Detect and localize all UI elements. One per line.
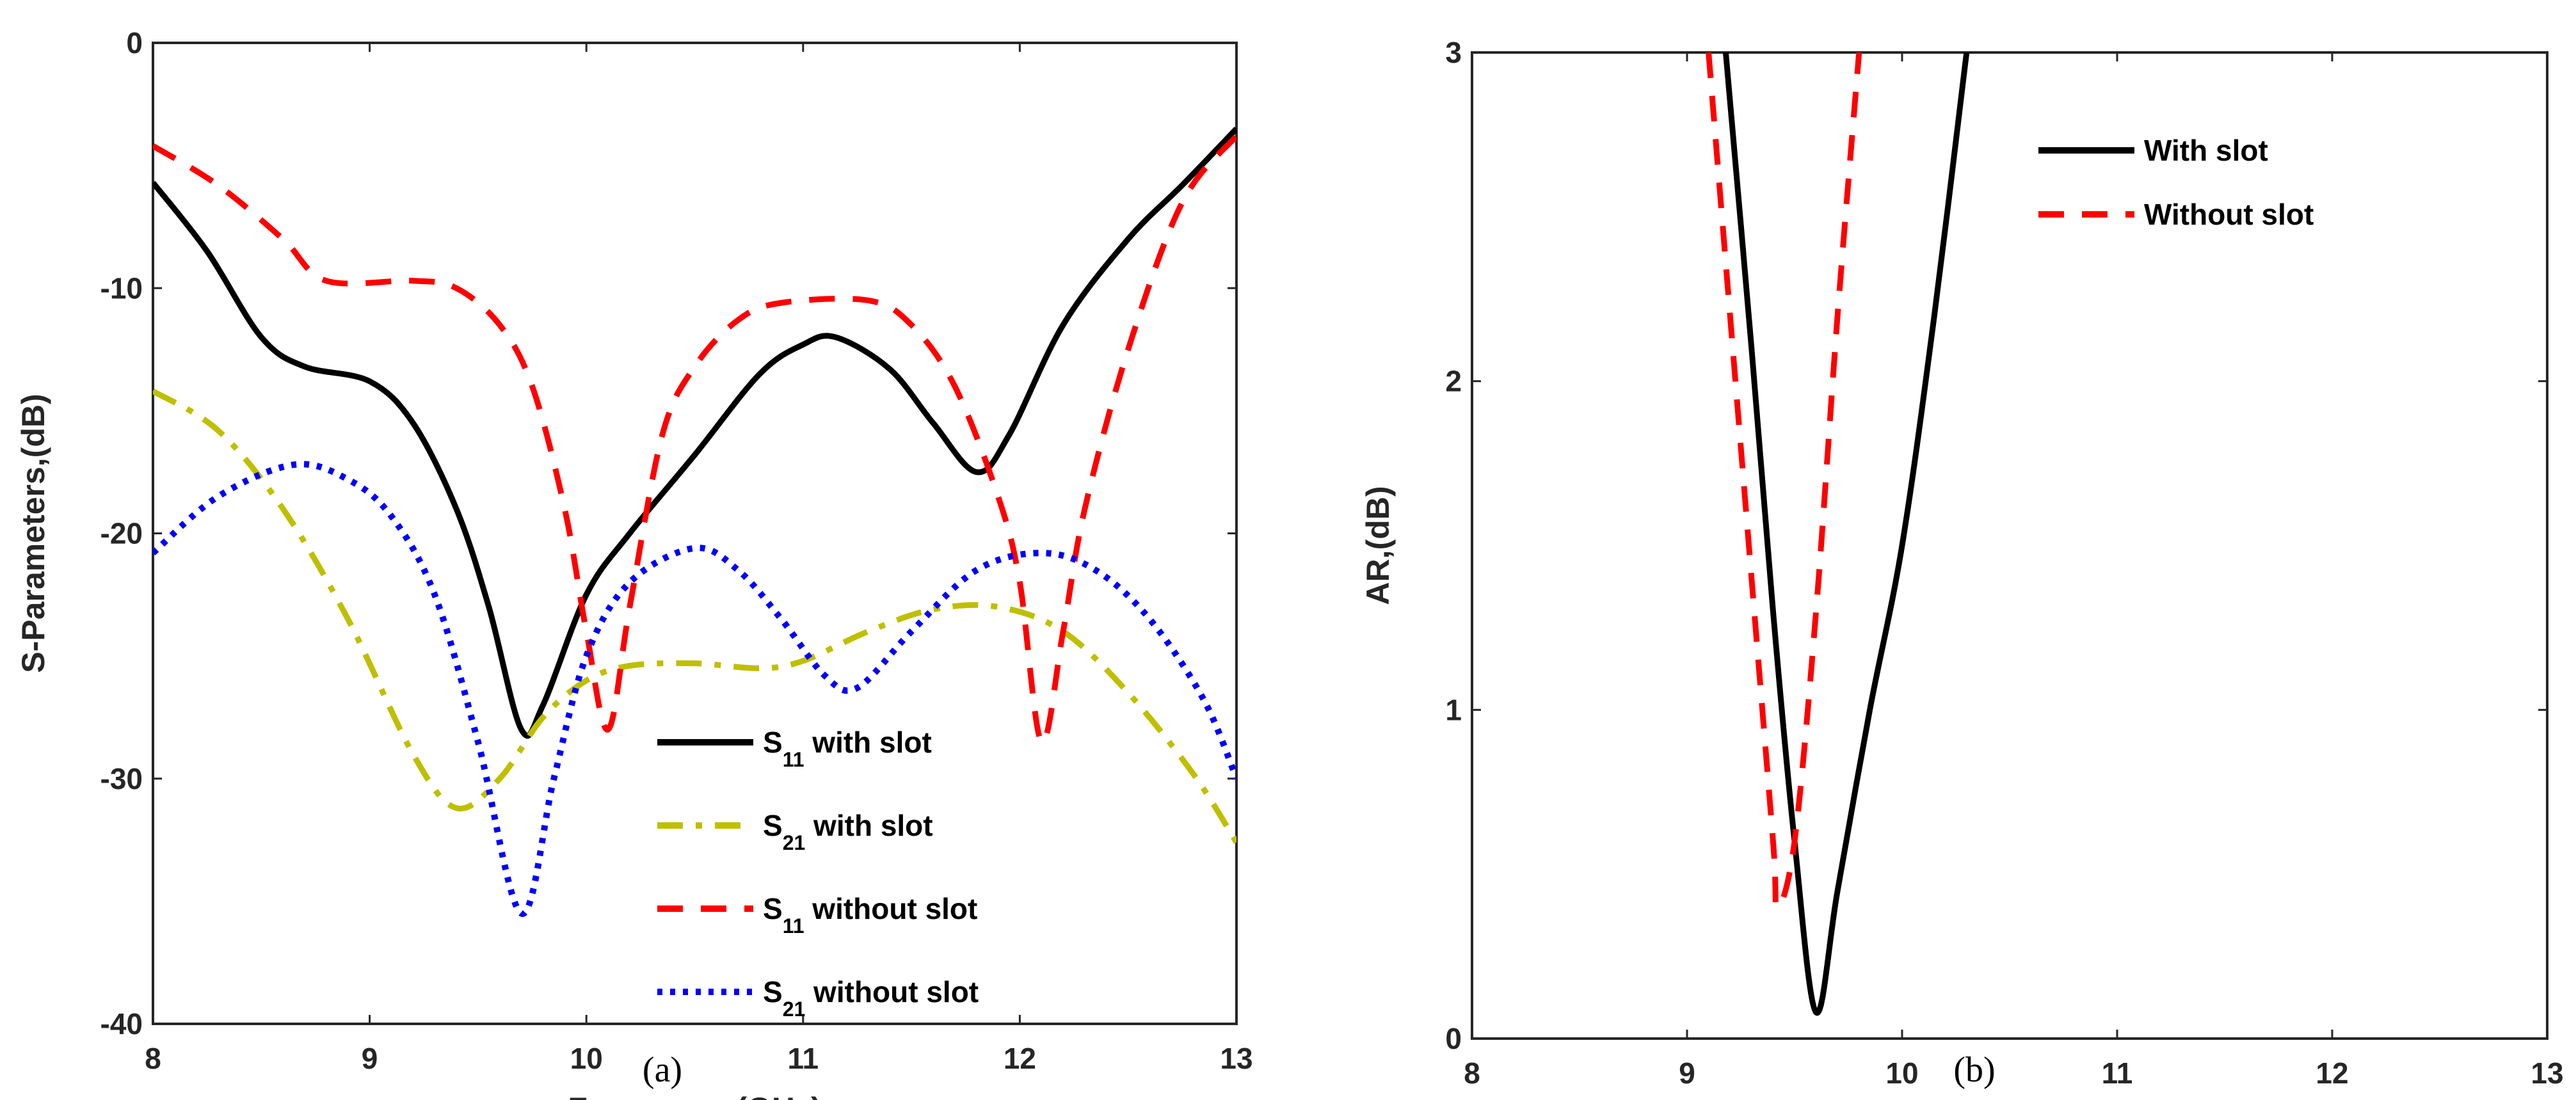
panel-label-b: (b) (1953, 1050, 1995, 1090)
y-tick-label: 1 (1445, 693, 1462, 726)
panel-label-a: (a) (643, 1050, 682, 1090)
x-tick-label: 11 (2102, 1056, 2133, 1090)
series-line-with-slot (1722, 52, 1970, 1016)
y-tick-label: 2 (1445, 365, 1462, 398)
legend-symbol: S (763, 726, 783, 759)
y-tick-label: -10 (100, 271, 143, 305)
x-tick-label: 9 (362, 1042, 378, 1075)
legend-entry: With slot (2144, 134, 2268, 167)
series-line-without-slot (1706, 52, 1862, 911)
x-tick-label: 8 (1464, 1056, 1480, 1090)
legend-subscript: 11 (783, 748, 804, 771)
legend-subscript: 11 (783, 914, 804, 937)
x-tick-label: 12 (2316, 1056, 2348, 1090)
y-tick-label: 0 (126, 26, 143, 60)
x-tick-label: 13 (2531, 1056, 2563, 1090)
x-tick-label: 10 (570, 1042, 603, 1075)
plot-area (152, 42, 1238, 1025)
legend-subscript: 21 (783, 998, 806, 1021)
legend-entry: S21 with slot (763, 809, 933, 854)
x-tick-label: 13 (1220, 1042, 1252, 1075)
x-tick-label: 9 (1679, 1056, 1695, 1090)
legend-entry: S11 with slot (763, 726, 932, 771)
legend-symbol: S (763, 975, 783, 1008)
plot-area (1471, 51, 2548, 1040)
x-tick-label: 11 (787, 1042, 819, 1075)
chart-a-s-parameters: 8 9 10 11 12 13 -40 -30 -20 -10 0 Frequency,(GHz) S-… (15, 26, 1253, 1100)
y-tick-label: -30 (100, 762, 143, 795)
legend-text: with slot (804, 726, 932, 759)
chart-b-axial-ratio: 89101112130123Frequency,(GHz)AR,(dB)With… (1360, 36, 2564, 1090)
y-tick-label: 0 (1445, 1022, 1462, 1055)
x-axis-label: Frequency,(GHz) (568, 1091, 821, 1100)
y-tick-label: -40 (100, 1007, 143, 1040)
legend-subscript: 21 (783, 831, 806, 854)
series-line-s21-without-slot (153, 461, 1236, 917)
x-tick-label: 12 (1004, 1042, 1036, 1075)
y-tick-label: -20 (100, 517, 143, 550)
x-tick-label: 8 (145, 1042, 161, 1075)
x-tick-label: 10 (1885, 1056, 1918, 1090)
legend-text: without slot (805, 975, 979, 1008)
legend-symbol: S (763, 892, 783, 925)
y-tick-label: 3 (1445, 36, 1462, 69)
legend-entry: S21 without slot (763, 975, 979, 1021)
y-axis-label: AR,(dB) (1360, 486, 1396, 605)
series-line-s11-without-slot (153, 134, 1236, 745)
legend-entry: Without slot (2144, 198, 2314, 231)
y-axis-label: S-Parameters,(dB) (15, 394, 51, 673)
legend-entry: S11 without slot (763, 892, 977, 937)
legend-symbol: S (763, 809, 783, 842)
legend-text: with slot (805, 809, 932, 842)
legend-text: without slot (804, 892, 978, 925)
series-line-s11-with-slot (153, 127, 1236, 739)
